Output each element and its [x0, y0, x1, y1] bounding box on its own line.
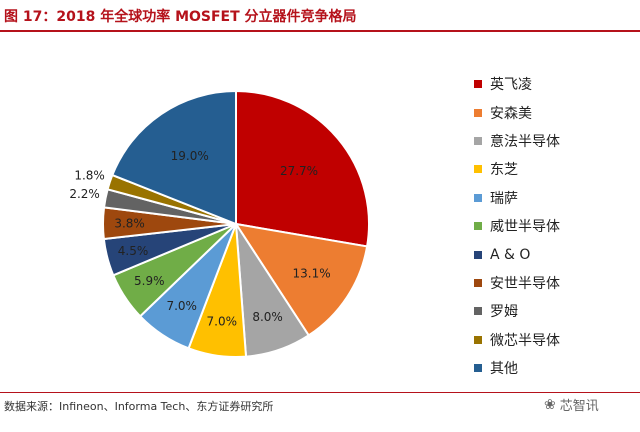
legend-item: 其他: [474, 354, 560, 382]
legend-label: 安森美: [490, 105, 532, 122]
pie-chart: 27.7%13.1%8.0%7.0%7.0%5.9%4.5%3.8%2.2%1.…: [69, 89, 370, 358]
legend-swatch: [474, 335, 482, 344]
legend-item: 意法半导体: [474, 127, 560, 155]
slice-data-label: 5.9%: [134, 274, 165, 288]
source-note: 数据来源：Infineon、Informa Tech、东方证券研究所: [4, 400, 274, 413]
legend-item: 威世半导体: [474, 212, 560, 240]
legend-swatch: [474, 80, 482, 89]
slice-data-label: 2.2%: [69, 187, 100, 201]
legend-swatch: [474, 278, 482, 287]
legend-item: 安世半导体: [474, 269, 560, 297]
legend-item: A & O: [474, 240, 560, 268]
pie-slice: [235, 89, 370, 248]
legend-label: 威世半导体: [490, 219, 560, 236]
slice-data-label: 4.5%: [118, 244, 149, 258]
legend-swatch: [474, 193, 482, 202]
legend-label: 微芯半导体: [490, 332, 560, 349]
pie-slice: [233, 222, 369, 337]
legend-label: 意法半导体: [490, 133, 560, 150]
legend-swatch: [474, 250, 482, 259]
slice-data-label: 7.0%: [207, 314, 238, 328]
legend-label: 瑞萨: [490, 190, 518, 207]
slice-data-label: 7.0%: [166, 299, 197, 313]
legend-item: 安森美: [474, 98, 560, 126]
legend-swatch: [474, 364, 482, 373]
pie-slice: [111, 89, 237, 226]
legend-label: 罗姆: [490, 304, 518, 321]
watermark: ❀ 芯智讯: [544, 395, 599, 415]
watermark-text: 芯智讯: [559, 399, 599, 414]
legend-item: 英飞凌: [474, 70, 560, 98]
wechat-icon: ❀: [544, 396, 556, 413]
legend-item: 罗姆: [474, 297, 560, 325]
legend-swatch: [474, 307, 482, 316]
slice-data-label: 27.7%: [280, 164, 318, 178]
slice-data-label: 8.0%: [252, 310, 283, 324]
chart-legend: 英飞凌安森美意法半导体东芝瑞萨威世半导体 A & O 安世半导体罗姆微芯半导体其他: [474, 70, 560, 382]
legend-swatch: [474, 108, 482, 117]
legend-item: 瑞萨: [474, 184, 560, 212]
legend-label: 其他: [490, 361, 518, 378]
slice-data-label: 19.0%: [171, 149, 209, 163]
title-divider: [0, 30, 640, 32]
legend-label: 东芝: [490, 162, 518, 179]
slice-data-label: 1.8%: [74, 168, 105, 182]
legend-label: 英飞凌: [490, 77, 532, 94]
legend-swatch: [474, 136, 482, 145]
legend-swatch: [474, 222, 482, 231]
slice-data-label: 3.8%: [114, 216, 145, 230]
legend-label: 安世半导体: [490, 275, 560, 292]
footer-divider: [0, 392, 640, 393]
legend-item: 东芝: [474, 155, 560, 183]
slice-data-label: 13.1%: [293, 267, 331, 281]
figure-title: 图 17：2018 年全球功率 MOSFET 分立器件竞争格局: [4, 9, 357, 25]
legend-item: 微芯半导体: [474, 326, 560, 354]
legend-swatch: [474, 165, 482, 174]
legend-label: A & O: [490, 246, 531, 263]
